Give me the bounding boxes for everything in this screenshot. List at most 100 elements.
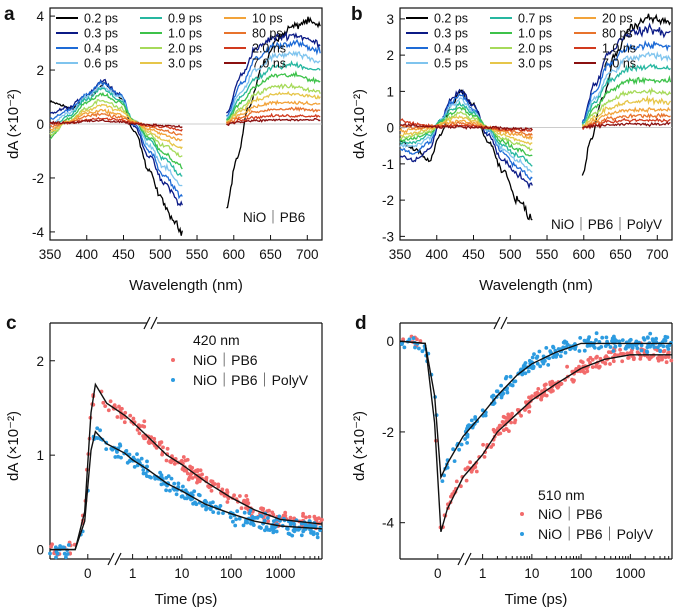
c-point-1-43 (66, 543, 71, 547)
d-point-1-195 (411, 336, 416, 341)
c-point-1-250 (292, 529, 297, 534)
b-line-right-05ps (582, 50, 672, 126)
d-point-0-236 (539, 397, 543, 401)
d-point-1-202 (592, 345, 597, 350)
b-ytick-label-3: 3 (386, 12, 394, 27)
a-line-right-70ns (226, 117, 321, 127)
d-point-1-85 (620, 338, 625, 342)
d-point-0-57 (536, 387, 541, 391)
d-point-0-222 (466, 465, 470, 470)
b-ytick-label-0: 0 (386, 121, 394, 136)
d-point-0-172 (468, 460, 472, 465)
c-point-1-220 (145, 459, 149, 464)
d-point-1-24 (594, 331, 599, 336)
c-point-1-67 (95, 426, 100, 431)
c-point-0-146 (181, 455, 186, 459)
b-xtick-label-550: 550 (536, 247, 559, 262)
d-point-1-60 (544, 346, 549, 350)
a-legend-label-11: 7.0 ns (252, 57, 286, 71)
d-point-1-164 (628, 337, 633, 342)
panel-d-legend-pb6: NiO｜PB6 (538, 506, 603, 522)
c-point-1-126 (221, 511, 225, 515)
d-point-1-210 (665, 335, 670, 340)
c-point-1-156 (218, 504, 223, 508)
panel-c-frame (49, 316, 323, 566)
d-xtick-label-1: 1 (479, 566, 487, 581)
c-point-0-258 (204, 475, 209, 480)
c-point-1-168 (292, 521, 296, 526)
d-point-1-154 (513, 379, 518, 384)
panel-c-xlabel: Time (ps) (155, 591, 218, 608)
d-fit-0 (399, 340, 672, 532)
panel-d-frame (399, 316, 673, 566)
c-point-1-159 (277, 514, 282, 519)
c-point-1-60 (174, 492, 179, 497)
panel-a-legend: 0.2 ps0.3 ps0.4 ps0.6 ps0.9 ps1.0 ps2.0 … (56, 12, 286, 71)
c-point-1-131 (315, 535, 320, 540)
c-point-0-68 (101, 400, 106, 405)
c-point-1-181 (127, 459, 132, 464)
d-point-0-248 (603, 361, 608, 366)
b-legend-label-6: 2.0 ps (518, 42, 552, 56)
c-point-0-13 (165, 446, 170, 451)
d-point-1-64 (532, 352, 536, 356)
d-point-0-241 (498, 431, 503, 436)
c-point-1-230 (168, 488, 172, 493)
c-point-0-193 (317, 516, 321, 521)
c-point-1-162 (132, 465, 137, 469)
c-point-0-129 (186, 477, 191, 482)
c-point-0-250 (319, 518, 324, 522)
c-point-0-233 (232, 493, 237, 498)
d-point-1-241 (501, 391, 506, 396)
c-point-0-253 (197, 479, 202, 484)
panel-c-ticks: 0 1 10 100 1000 0 1 2 (36, 354, 323, 581)
d-point-0-127 (626, 356, 630, 360)
c-point-1-249 (211, 510, 216, 514)
d-point-1-228 (551, 344, 555, 349)
a-legend-label-2: 0.4 ps (84, 42, 118, 56)
c-point-0-64 (128, 413, 133, 418)
c-break-bottom (107, 552, 122, 566)
d-point-1-245 (562, 341, 567, 345)
d-point-0-226 (559, 381, 564, 386)
panel-a-lines (49, 16, 321, 236)
c-point-1-152 (164, 476, 169, 480)
c-xtick-label-0: 0 (84, 566, 92, 581)
b-line-left-05ps (399, 97, 533, 173)
a-xtick-label-400: 400 (75, 247, 98, 262)
a-line-left-04ps (49, 80, 183, 200)
d-point-0-156 (501, 414, 506, 419)
d-point-0-93 (515, 408, 520, 412)
d-point-0-210 (613, 352, 617, 357)
d-point-1-170 (603, 344, 608, 348)
d-point-1-193 (663, 338, 668, 343)
d-point-0-167 (544, 393, 549, 398)
c-point-0-212 (225, 488, 229, 493)
panel-c-legend-polyv: NiO｜PB6｜PolyV (193, 372, 309, 388)
d-point-0-182 (660, 357, 664, 362)
d-point-0-243 (604, 354, 609, 358)
c-point-1-212 (196, 492, 201, 497)
d-point-1-7 (465, 441, 469, 445)
d-point-1-34 (442, 473, 446, 478)
c-point-0-151 (271, 512, 276, 517)
d-point-1-35 (413, 345, 417, 350)
c-point-1-176 (119, 455, 123, 460)
d-point-0-170 (632, 356, 636, 360)
a-legend-label-3: 0.6 ps (84, 57, 118, 71)
c-point-0-89 (142, 419, 147, 424)
c-point-1-198 (62, 551, 67, 556)
b-legend-label-1: 0.3 ps (434, 27, 468, 41)
d-point-1-237 (523, 371, 528, 376)
d-point-1-255 (618, 343, 622, 348)
d-point-1-58 (577, 349, 582, 353)
c-point-1-47 (48, 551, 52, 556)
d-point-0-97 (588, 360, 592, 365)
a-line-left-20ns (49, 116, 183, 132)
c-point-0-100 (239, 506, 244, 511)
d-point-1-181 (463, 437, 467, 441)
c-point-0-1 (190, 476, 195, 480)
d-point-1-254 (556, 347, 561, 351)
b-line-right-20ps (581, 106, 671, 129)
c-point-0-63 (245, 498, 250, 502)
